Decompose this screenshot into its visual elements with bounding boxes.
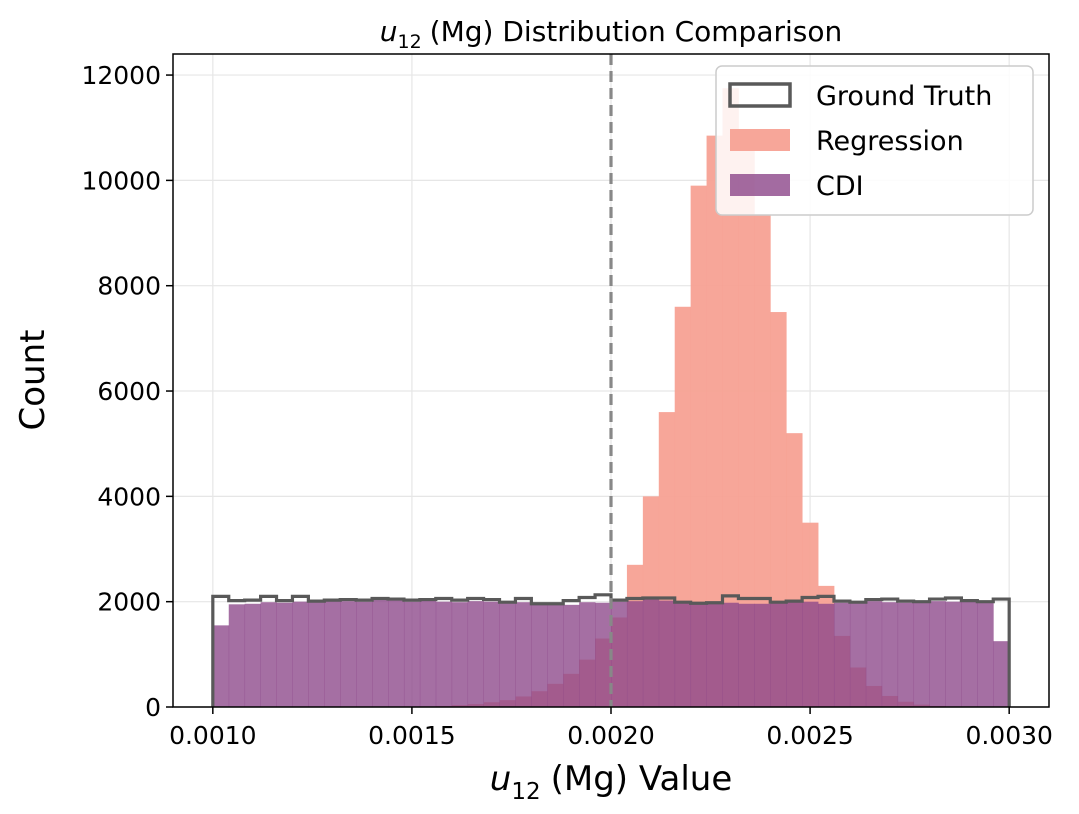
cdi-bar (292, 601, 309, 707)
legend-label-regression: Regression (816, 126, 964, 157)
x-tick-label: 0.0010 (169, 721, 256, 750)
chart-title: u12 (Mg) Distribution Comparison (380, 15, 843, 53)
cdi-bar (865, 601, 883, 707)
cdi-bar (977, 602, 994, 707)
x-tick-label: 0.0020 (567, 721, 654, 750)
cdi-bar (579, 602, 596, 707)
cdi-bar (244, 603, 261, 707)
cdi-bar (690, 604, 707, 707)
cdi-bar (419, 600, 437, 707)
cdi-bar (340, 601, 357, 707)
legend-frame (715, 65, 1034, 216)
cdi-bar (563, 604, 580, 707)
cdi-bar (260, 602, 277, 707)
xlabel-subscript: 12 (511, 779, 540, 805)
legend-label-cdi: CDI (816, 171, 864, 202)
regression-bar (722, 88, 739, 707)
cdi-bar (929, 601, 946, 707)
cdi-bar (356, 601, 373, 707)
cdi-bar (897, 602, 915, 707)
cdi-bar (913, 602, 930, 707)
cdi-bar (849, 601, 867, 707)
cdi-bar (658, 600, 676, 707)
cdi-bar (722, 602, 739, 707)
cdi-bar (626, 601, 644, 707)
regression-bar (706, 135, 723, 707)
y-tick-label: 4000 (97, 482, 161, 511)
cdi-bar (515, 602, 532, 707)
legend-swatch-cdi (730, 174, 790, 196)
xlabel-text: (Mg) Value (551, 759, 733, 799)
legend-swatch-regression (730, 129, 790, 151)
cdi-bar (611, 601, 628, 707)
regression-bar (738, 140, 755, 708)
cdi-bar (642, 598, 660, 707)
cdi-bar (308, 601, 325, 707)
cdi-bar (451, 602, 469, 707)
regression-bar (690, 185, 707, 708)
y-tick-label: 2000 (97, 588, 161, 617)
cdi-bar (212, 625, 230, 707)
cdi-bar (595, 602, 612, 707)
cdi-bar (403, 601, 421, 707)
cdi-bar (833, 602, 851, 707)
regression-bar (754, 214, 771, 707)
cdi-bar (388, 600, 405, 707)
ground-truth-step-line (211, 593, 1011, 707)
x-axis-label: u12 (Mg) Value (490, 759, 732, 805)
y-axis-label: Count (13, 330, 53, 431)
x-tick-label: 0.0030 (965, 721, 1052, 750)
title-subscript: 12 (397, 31, 421, 53)
cdi-bar (802, 601, 819, 707)
cdi-bar (706, 603, 723, 707)
cdi-bar (499, 602, 516, 707)
histogram-bars (211, 88, 1011, 708)
cdi-bar (228, 604, 246, 707)
cdi-bar (961, 601, 978, 707)
y-tick-label: 10000 (81, 166, 161, 195)
cdi-bar (531, 603, 548, 707)
y-tick-label: 6000 (97, 377, 161, 406)
title-text: (Mg) Distribution Comparison (430, 15, 843, 48)
cdi-bar (818, 603, 835, 707)
legend: Ground Truth Regression CDI (715, 65, 1034, 216)
cdi-bar (435, 601, 453, 707)
legend-label-ground-truth: Ground Truth (816, 81, 992, 112)
x-tick-label: 0.0025 (766, 721, 853, 750)
cdi-bar (483, 601, 500, 707)
legend-swatch-ground-truth (728, 82, 792, 108)
cdi-bar (754, 603, 771, 707)
cdi-bar (738, 603, 755, 707)
xlabel-symbol: u (490, 759, 512, 799)
cdi-bar (467, 601, 484, 707)
cdi-bar (786, 601, 803, 707)
cdi-bar (547, 603, 564, 707)
cdi-bar (276, 602, 293, 707)
y-tick-label: 0 (145, 693, 161, 722)
cdi-bar (674, 603, 692, 707)
cdi-bar (881, 602, 899, 707)
cdi-bar (945, 601, 962, 707)
y-tick-label: 8000 (97, 272, 161, 301)
x-tick-label: 0.0015 (368, 721, 455, 750)
cdi-bar (372, 599, 389, 707)
axis-ticks: 0.0010 0.0015 0.0020 0.0025 0.0030 0 2000 4000 6… (81, 61, 1052, 750)
y-tick-label: 12000 (81, 61, 161, 90)
cdi-bar (324, 600, 341, 707)
cdi-bar (770, 602, 787, 707)
title-symbol: u (380, 15, 398, 48)
cdi-bar (993, 641, 1010, 707)
